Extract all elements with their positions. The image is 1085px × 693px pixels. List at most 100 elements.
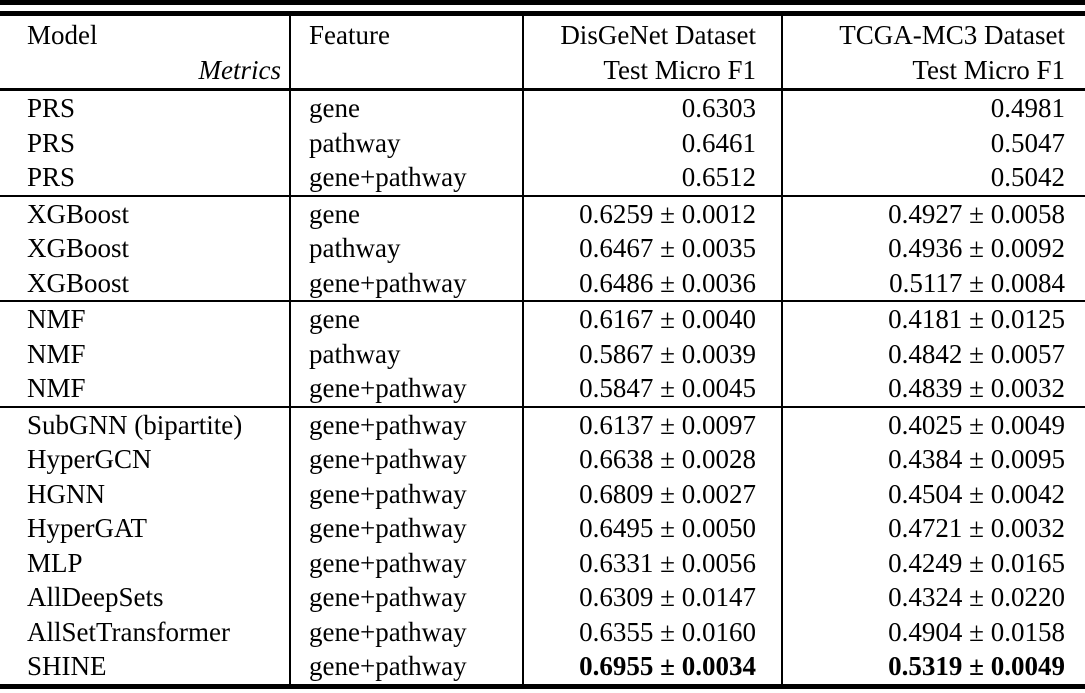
feature-cell: gene+pathway <box>290 160 524 197</box>
tcga-f1-cell: 0.4981 <box>990 93 1065 123</box>
tcga-f1-cell: 0.5042 <box>782 160 1085 197</box>
header-feature-label: Feature <box>309 20 390 50</box>
model-cell: HyperGCN <box>0 442 291 477</box>
model-cell: XGBoost <box>0 265 291 302</box>
model-cell: XGBoost <box>0 195 291 231</box>
model-cell: HGNN <box>0 476 291 511</box>
table-row: AllSetTransformer gene+pathway 0.6355 ± … <box>0 614 1085 649</box>
tcga-f1-cell: 0.4181 ± 0.0125 <box>888 304 1065 334</box>
model-cell: SHINE <box>0 649 291 684</box>
disgenet-f1-cell: 0.6638 ± 0.0028 <box>523 442 783 477</box>
table-row: XGBoost pathway 0.6467 ± 0.0035 0.4936 ±… <box>0 231 1085 266</box>
feature-cell: gene <box>290 301 524 337</box>
header-disgenet-line2: Test Micro F1 <box>603 54 756 85</box>
feature-cell: gene+pathway <box>290 476 524 511</box>
feature-cell: gene+pathway <box>290 649 524 684</box>
header-tcga: TCGA-MC3 Dataset Test Micro F1 <box>782 16 1085 91</box>
feature-cell: gene <box>290 195 524 231</box>
model-cell: NMF <box>0 336 291 371</box>
table-row: NMF gene 0.6167 ± 0.0040 0.4181 ± 0.0125 <box>0 301 1085 337</box>
header-disgenet-line1: DisGeNet Dataset <box>560 20 756 50</box>
header-tcga-line2: Test Micro F1 <box>912 54 1065 85</box>
disgenet-f1-cell: 0.6167 ± 0.0040 <box>523 301 783 337</box>
feature-cell: gene+pathway <box>290 614 524 649</box>
top-double-rule <box>0 0 1085 16</box>
table-row: MLP gene+pathway 0.6331 ± 0.0056 0.4249 … <box>0 545 1085 580</box>
feature-cell: gene+pathway <box>290 406 524 442</box>
table-row: PRS gene 0.6303 0.4981 <box>0 89 1085 126</box>
disgenet-f1-cell: 0.6331 ± 0.0056 <box>523 545 783 580</box>
tcga-f1-cell: 0.4721 ± 0.0032 <box>888 513 1065 543</box>
table-row: HGNN gene+pathway 0.6809 ± 0.0027 0.4504… <box>0 476 1085 511</box>
feature-cell: pathway <box>290 336 524 371</box>
header-disgenet: DisGeNet Dataset Test Micro F1 <box>523 16 783 91</box>
model-cell: PRS <box>0 160 291 197</box>
model-cell: XGBoost <box>0 231 291 266</box>
tcga-f1-cell: 0.4839 ± 0.0032 <box>782 371 1085 408</box>
tcga-f1-cell: 0.4025 ± 0.0049 <box>888 409 1065 440</box>
header-model-label: Model <box>27 20 98 50</box>
feature-cell: gene+pathway <box>290 545 524 580</box>
disgenet-f1-cell: 0.6309 ± 0.0147 <box>523 580 783 615</box>
disgenet-f1-cell: 0.5867 ± 0.0039 <box>523 336 783 371</box>
model-cell: MLP <box>0 545 291 580</box>
tcga-f1-cell: 0.4504 ± 0.0042 <box>888 478 1065 509</box>
tcga-f1-cell: 0.4936 ± 0.0092 <box>888 233 1065 263</box>
table-row: XGBoost gene 0.6259 ± 0.0012 0.4927 ± 0.… <box>0 195 1085 231</box>
table-body: PRS gene 0.6303 0.4981 PRS pathway 0.646… <box>0 89 1085 684</box>
feature-cell: pathway <box>290 231 524 266</box>
feature-cell: gene+pathway <box>290 511 524 546</box>
disgenet-f1-cell: 0.6955 ± 0.0034 <box>523 649 783 684</box>
tcga-f1-cell: 0.4927 ± 0.0058 <box>888 198 1065 229</box>
tcga-f1-cell: 0.4842 ± 0.0057 <box>888 338 1065 369</box>
model-cell: SubGNN (bipartite) <box>0 406 291 442</box>
results-table: Model Metrics Feature DisGeNet Dataset T… <box>0 16 1085 684</box>
disgenet-f1-cell: 0.6467 ± 0.0035 <box>523 231 783 266</box>
tcga-f1-cell: 0.4904 ± 0.0158 <box>888 616 1065 647</box>
header-tcga-line1: TCGA-MC3 Dataset <box>839 20 1065 50</box>
table-row: AllDeepSets gene+pathway 0.6309 ± 0.0147… <box>0 580 1085 615</box>
table-row: HyperGAT gene+pathway 0.6495 ± 0.0050 0.… <box>0 511 1085 546</box>
disgenet-f1-cell: 0.5847 ± 0.0045 <box>523 371 783 408</box>
tcga-f1-cell: 0.5319 ± 0.0049 <box>888 651 1065 681</box>
table-row-best: SHINE gene+pathway 0.6955 ± 0.0034 0.531… <box>0 649 1085 684</box>
feature-cell: gene+pathway <box>290 442 524 477</box>
feature-cell: pathway <box>290 125 524 160</box>
model-cell: AllDeepSets <box>0 580 291 615</box>
feature-cell: gene+pathway <box>290 580 524 615</box>
tcga-f1-cell: 0.4324 ± 0.0220 <box>888 582 1065 612</box>
tcga-f1-cell: 0.5047 <box>990 127 1065 158</box>
header-feature: Feature <box>290 16 524 91</box>
disgenet-f1-cell: 0.6809 ± 0.0027 <box>523 476 783 511</box>
tcga-f1-cell: 0.5117 ± 0.0084 <box>782 265 1085 302</box>
disgenet-f1-cell: 0.6495 ± 0.0050 <box>523 511 783 546</box>
tcga-f1-cell: 0.4384 ± 0.0095 <box>888 444 1065 474</box>
feature-cell: gene <box>290 89 524 126</box>
model-cell: PRS <box>0 125 291 160</box>
header-row: Model Metrics Feature DisGeNet Dataset T… <box>0 16 1085 91</box>
table-row: NMF pathway 0.5867 ± 0.0039 0.4842 ± 0.0… <box>0 336 1085 371</box>
header-metrics-label: Metrics <box>198 54 281 85</box>
table-row: PRS gene+pathway 0.6512 0.5042 <box>0 160 1085 197</box>
disgenet-f1-cell: 0.6486 ± 0.0036 <box>523 265 783 302</box>
feature-cell: gene+pathway <box>290 371 524 408</box>
disgenet-f1-cell: 0.6259 ± 0.0012 <box>523 195 783 231</box>
table-header: Model Metrics Feature DisGeNet Dataset T… <box>0 16 1085 91</box>
feature-cell: gene+pathway <box>290 265 524 302</box>
disgenet-f1-cell: 0.6512 <box>523 160 783 197</box>
disgenet-f1-cell: 0.6461 <box>523 125 783 160</box>
model-cell: AllSetTransformer <box>0 614 291 649</box>
model-cell: PRS <box>0 89 291 126</box>
disgenet-f1-cell: 0.6303 <box>523 89 783 126</box>
disgenet-f1-cell: 0.6137 ± 0.0097 <box>523 406 783 442</box>
header-model-metrics: Model Metrics <box>0 16 291 91</box>
tcga-f1-cell: 0.4249 ± 0.0165 <box>888 547 1065 578</box>
model-cell: NMF <box>0 371 291 408</box>
table-row: HyperGCN gene+pathway 0.6638 ± 0.0028 0.… <box>0 442 1085 477</box>
model-cell: NMF <box>0 301 291 337</box>
table-row: PRS pathway 0.6461 0.5047 <box>0 125 1085 160</box>
table-row: XGBoost gene+pathway 0.6486 ± 0.0036 0.5… <box>0 265 1085 302</box>
disgenet-f1-cell: 0.6355 ± 0.0160 <box>523 614 783 649</box>
table-row: SubGNN (bipartite) gene+pathway 0.6137 ±… <box>0 406 1085 442</box>
